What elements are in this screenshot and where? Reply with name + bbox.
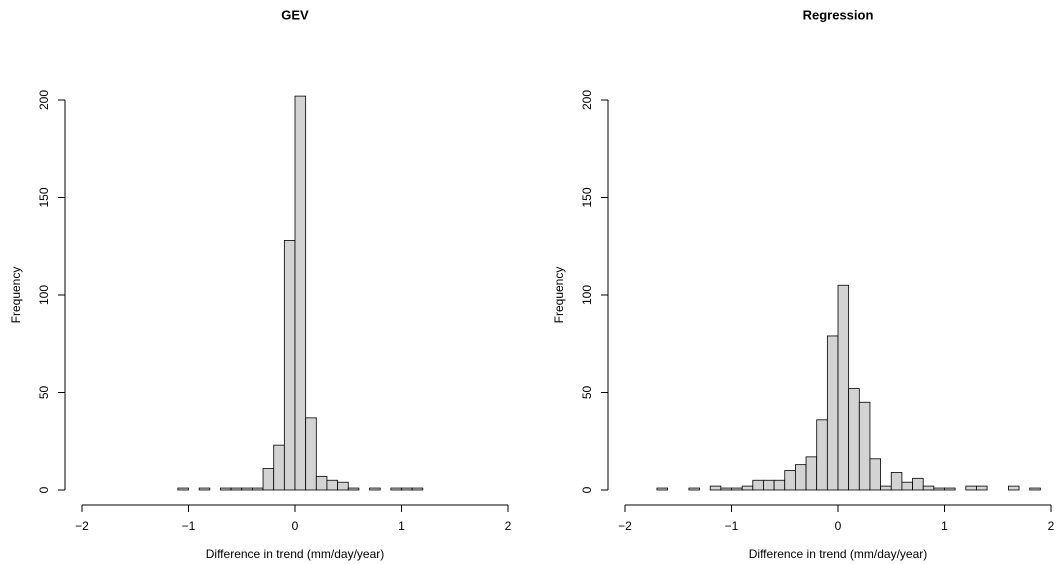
- x-tick-label: 0: [835, 519, 842, 533]
- panel: GEV Difference in trend (mm/day/year) Freq…: [9, 7, 511, 561]
- bar: [720, 487, 732, 491]
- bar: [965, 485, 977, 491]
- y-tick-label: 200: [580, 90, 594, 110]
- y-axis-label: Frequency: [552, 267, 566, 324]
- bar: [241, 487, 253, 491]
- bar: [709, 485, 722, 491]
- bar: [784, 470, 796, 491]
- bar: [858, 401, 871, 491]
- bar: [198, 487, 211, 491]
- x-axis-label: Difference in trend (mm/day/year): [206, 547, 385, 561]
- bar: [922, 485, 935, 491]
- y-tick-label: 150: [580, 187, 594, 207]
- bar: [347, 487, 360, 491]
- bar: [294, 95, 307, 491]
- bar: [251, 487, 264, 491]
- bar: [401, 487, 413, 491]
- x-tick-label: −2: [75, 519, 89, 533]
- x-tick-label: −2: [618, 519, 632, 533]
- bar: [390, 487, 402, 491]
- bar: [848, 388, 860, 491]
- y-tick-label: 150: [37, 187, 51, 207]
- bar: [326, 479, 339, 491]
- bar: [901, 481, 913, 491]
- bar: [763, 479, 775, 491]
- bar: [283, 239, 296, 491]
- bar: [315, 475, 328, 491]
- x-tick-label: 2: [505, 519, 512, 533]
- bar: [411, 487, 424, 491]
- bar: [1029, 487, 1041, 491]
- bar: [752, 479, 764, 491]
- x-tick-label: 0: [292, 519, 299, 533]
- bar: [177, 487, 189, 491]
- bar: [933, 487, 945, 491]
- y-tick-label: 50: [580, 386, 594, 400]
- y-tick-label: 200: [37, 90, 51, 110]
- x-axis-label: Difference in trend (mm/day/year): [749, 547, 928, 561]
- chart-title: GEV: [281, 7, 309, 22]
- bar: [1007, 485, 1020, 491]
- bar: [837, 284, 850, 491]
- bar: [880, 485, 892, 491]
- bar: [805, 456, 818, 491]
- bar: [262, 468, 275, 491]
- y-axis-label: Frequency: [9, 267, 23, 324]
- bar: [731, 487, 743, 491]
- y-tick-label: 100: [37, 285, 51, 305]
- bar: [976, 485, 988, 491]
- y-tick-label: 100: [580, 285, 594, 305]
- x-tick-label: 2: [1048, 519, 1055, 533]
- y-tick-label: 50: [37, 386, 51, 400]
- bar: [656, 487, 668, 491]
- panel: Regression Difference in trend (mm/day/ye…: [552, 7, 1054, 561]
- bar: [337, 481, 349, 491]
- x-tick-label: −1: [725, 519, 739, 533]
- chart-title: Regression: [803, 7, 874, 22]
- y-tick-label: 0: [37, 486, 51, 493]
- x-tick-label: 1: [941, 519, 948, 533]
- bar: [273, 444, 285, 491]
- bar: [794, 464, 807, 491]
- bar: [220, 487, 232, 491]
- bar: [826, 335, 839, 491]
- bar: [912, 477, 924, 491]
- bar: [944, 487, 956, 491]
- x-tick-label: 1: [398, 519, 405, 533]
- bar: [816, 419, 828, 491]
- bar: [230, 487, 243, 491]
- bar: [688, 487, 700, 491]
- bar: [773, 479, 786, 491]
- x-tick-label: −1: [182, 519, 196, 533]
- bar: [369, 487, 381, 491]
- bar: [741, 485, 754, 491]
- y-tick-label: 0: [580, 486, 594, 493]
- bar: [869, 458, 882, 491]
- bar: [305, 417, 317, 491]
- bar: [890, 472, 903, 491]
